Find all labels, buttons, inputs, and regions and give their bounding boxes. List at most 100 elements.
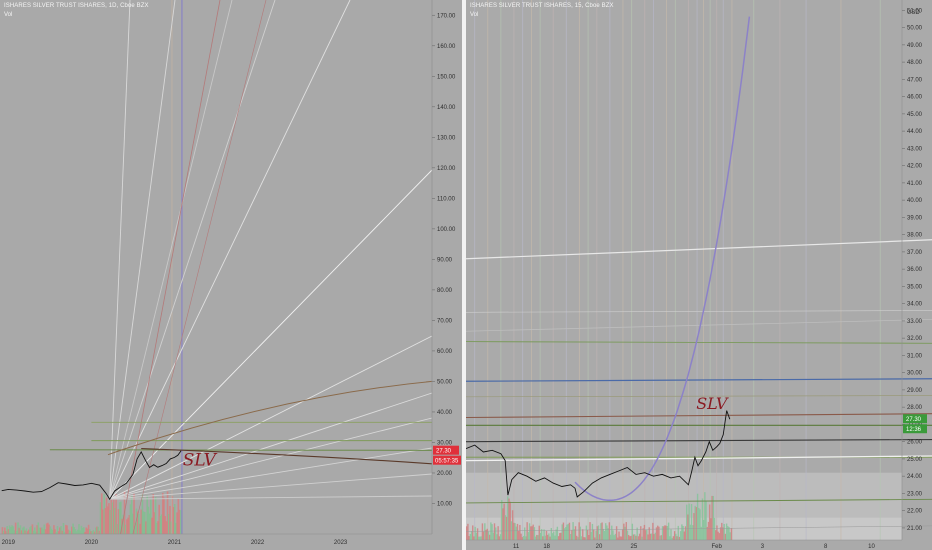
volume-bar	[605, 523, 607, 540]
volume-bar	[7, 529, 10, 534]
volume-bar	[474, 526, 476, 540]
volume-bar	[175, 522, 177, 534]
volume-bar	[26, 531, 29, 534]
horizontal-level-line	[466, 455, 932, 462]
left-chart-pane[interactable]: 10.00 20.00 30.00 40.00 50.00 60.00 70.00 80.00…	[0, 0, 462, 550]
volume-bar	[141, 493, 144, 534]
volume-bar	[699, 509, 701, 540]
volume-bar	[722, 527, 724, 540]
volume-bar	[497, 526, 499, 540]
volume-bar	[514, 523, 516, 540]
volume-bar	[551, 533, 554, 540]
y-tick-label: 51.00	[907, 8, 923, 14]
volume-bar	[67, 529, 70, 534]
volume-bar	[468, 536, 470, 540]
right-chart-pane[interactable]: 21.0022.0023.0024.0025.0026.0027.0028.00…	[466, 0, 932, 550]
volume-bar	[475, 532, 478, 540]
volume-bar	[676, 536, 678, 540]
volume-bar	[538, 525, 540, 540]
parabolic-curve	[574, 16, 751, 502]
pane-divider[interactable]	[462, 0, 466, 550]
volume-bar	[132, 513, 134, 534]
volume-bar	[31, 524, 34, 534]
volume-bar	[579, 526, 582, 540]
volume-bar	[159, 516, 162, 534]
x-tick-label: 11	[513, 544, 520, 550]
volume-bar	[519, 524, 521, 540]
horizontal-level-line	[466, 413, 932, 419]
volume-bar	[546, 534, 549, 540]
volume-bar	[661, 526, 664, 540]
volume-bar	[146, 495, 149, 534]
volume-bar	[469, 533, 472, 540]
volume-bar	[505, 516, 508, 540]
y-tick-label: 31.00	[907, 353, 923, 359]
volume-bar	[521, 537, 524, 540]
volume-bar	[665, 525, 667, 540]
fan-line	[109, 335, 433, 500]
volume-bar	[559, 533, 561, 540]
y-tick-label: 22.00	[907, 509, 923, 515]
volume-bar	[16, 530, 18, 534]
volume-bar	[63, 531, 66, 534]
volume-bar	[566, 524, 568, 540]
volume-bar	[545, 531, 548, 540]
volume-bar	[621, 529, 624, 540]
volume-bar	[102, 509, 104, 534]
volume-bar	[655, 527, 658, 540]
volume-bar	[657, 525, 659, 540]
volume-bar	[66, 525, 68, 534]
volume-bar	[626, 530, 629, 540]
volume-bar	[678, 536, 681, 540]
left-chart-canvas[interactable]: 10.00 20.00 30.00 40.00 50.00 60.00 70.00 80.00…	[0, 0, 462, 550]
volume-bar	[11, 525, 13, 534]
volume-bar	[36, 525, 38, 534]
volume-bar	[171, 496, 174, 534]
horizontal-level-line	[466, 319, 932, 332]
volume-bar	[104, 508, 107, 534]
y-tick-label: 110.00	[437, 196, 456, 202]
volume-bar	[609, 534, 612, 540]
volume-bar	[698, 507, 700, 540]
volume-bar	[14, 522, 17, 534]
volume-bar	[597, 525, 600, 540]
x-tick-label: 3	[761, 544, 765, 550]
volume-bar	[57, 531, 60, 534]
volume-bar	[485, 529, 487, 540]
volume-bar	[617, 537, 619, 540]
volume-bar	[39, 527, 42, 534]
y-tick-label: 23.00	[907, 491, 923, 497]
volume-bar	[60, 526, 62, 534]
right-chart-canvas[interactable]: 21.0022.0023.0024.0025.0026.0027.0028.00…	[466, 0, 932, 550]
volume-bar	[517, 530, 520, 540]
volume-bar	[81, 527, 84, 534]
currency-label: USD	[907, 10, 920, 16]
volume-bar	[549, 536, 551, 540]
volume-bar	[5, 531, 7, 534]
volume-bar	[507, 496, 509, 540]
volume-bar	[86, 528, 89, 534]
horizontal-level-line	[466, 498, 932, 504]
volume-bar	[725, 523, 728, 540]
volume-bar	[43, 524, 46, 534]
volume-bar	[160, 514, 163, 534]
arc-line	[107, 380, 433, 456]
volume-bar	[595, 530, 597, 540]
volume-bar	[700, 526, 702, 540]
volume-bar	[694, 505, 696, 540]
x-tick-label: 10	[868, 544, 875, 550]
volume-bar	[73, 527, 76, 534]
volume-bar	[24, 530, 26, 534]
fan-line	[109, 473, 433, 500]
left-chart-title: ISHARES SILVER TRUST ISHARES, 1D, Cboe B…	[4, 3, 149, 9]
volume-bar	[516, 523, 519, 540]
volume-bar	[112, 498, 115, 534]
volume-bar	[138, 514, 140, 534]
volume-bar	[701, 498, 704, 540]
volume-bar	[155, 522, 158, 534]
volume-bar	[632, 534, 635, 540]
current-price-badge	[433, 445, 459, 455]
volume-bar	[18, 527, 21, 534]
volume-bar	[53, 525, 55, 534]
volume-bar	[619, 536, 621, 540]
